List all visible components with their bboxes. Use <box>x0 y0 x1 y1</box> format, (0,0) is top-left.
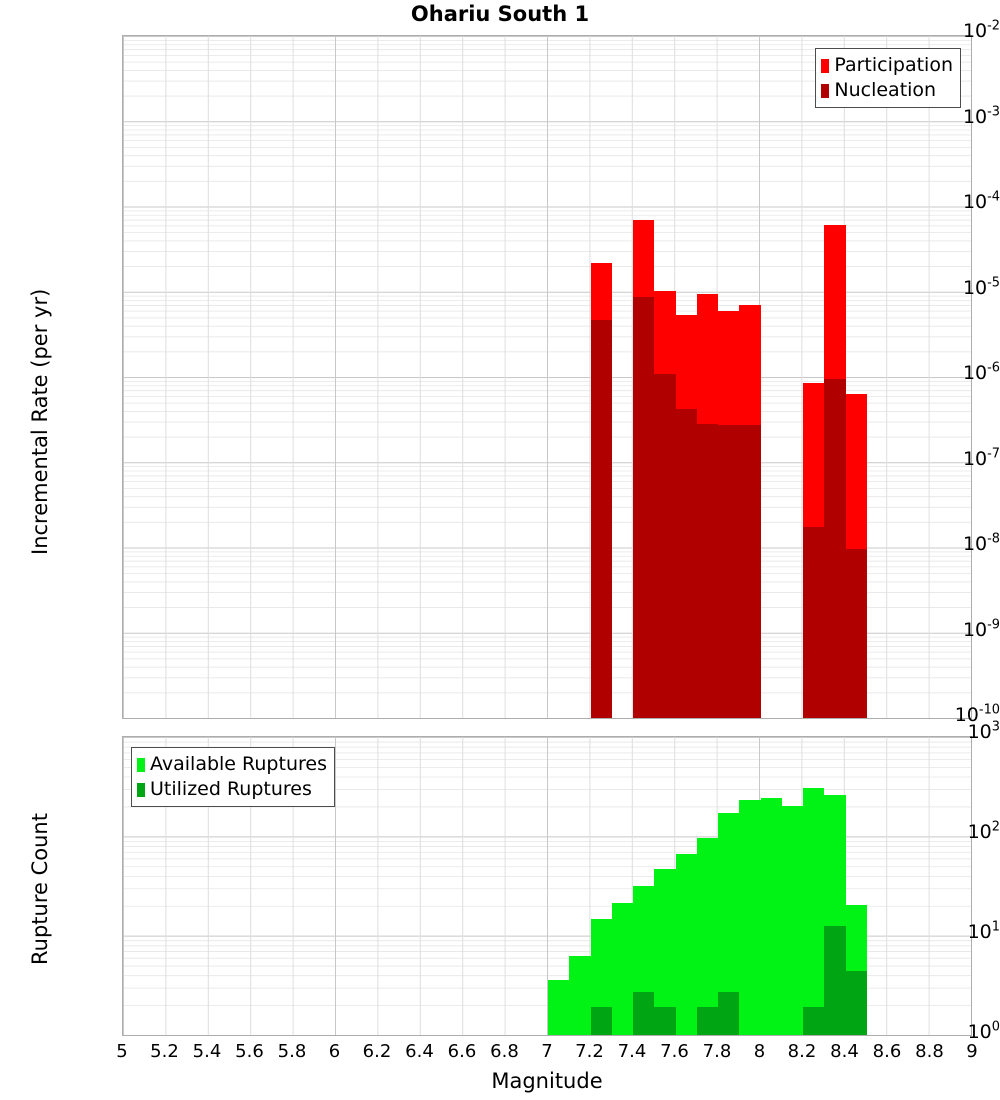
bar-rupture-count-utilized-17 <box>845 970 867 1035</box>
xtick-8: 6.6 <box>447 1041 477 1062</box>
legend-item-nucleation[interactable]: Nucleation <box>821 78 953 103</box>
ytick-bottom-3: 100 <box>967 1019 1000 1043</box>
legend-item-available-ruptures[interactable]: Available Ruptures <box>137 752 327 777</box>
legend-label-participation: Participation <box>834 54 953 76</box>
nucleation-swatch-icon <box>821 83 830 98</box>
xtick-11: 7.2 <box>575 1041 604 1062</box>
xtick-19: 8.8 <box>915 1041 944 1062</box>
bar-incremental-rate-nucleation-7 <box>803 527 825 718</box>
legend-rupture-count: Available Ruptures Utilized Ruptures <box>131 747 335 807</box>
legend-item-participation[interactable]: Participation <box>821 53 953 78</box>
rupture-count-bars <box>123 737 971 1035</box>
participation-swatch-icon <box>821 58 830 73</box>
xtick-18: 8.6 <box>872 1041 902 1062</box>
page-title: Ohariu South 1 <box>410 2 590 26</box>
bar-incremental-rate-nucleation-3 <box>675 409 697 718</box>
bar-rupture-count-available-8 <box>654 868 676 1035</box>
legend-item-utilized-ruptures[interactable]: Utilized Ruptures <box>137 777 327 802</box>
xtick-13: 7.6 <box>660 1041 689 1062</box>
bar-incremental-rate-nucleation-4 <box>696 423 718 718</box>
xtick-1: 5.2 <box>150 1041 179 1062</box>
bar-rupture-count-available-3 <box>548 980 570 1035</box>
ytick-bottom-2: 101 <box>967 919 1000 943</box>
bar-incremental-rate-nucleation-2 <box>654 374 676 718</box>
xtick-17: 8.4 <box>830 1041 859 1062</box>
bar-rupture-count-available-10 <box>696 837 718 1035</box>
y-axis-label-top: Incremental Rate (per yr) <box>28 288 52 555</box>
bar-rupture-count-utilized-15 <box>803 1006 825 1035</box>
incremental-rate-plot-area: Participation Nucleation <box>122 35 972 719</box>
incremental-rate-bars <box>123 36 971 718</box>
ytick-top-8: 10-10 <box>954 702 1000 726</box>
bar-rupture-count-utilized-7 <box>633 992 655 1035</box>
bar-rupture-count-available-14 <box>781 805 803 1035</box>
bar-rupture-count-utilized-11 <box>718 992 740 1035</box>
ytick-top-1: 10-3 <box>962 104 1000 128</box>
xtick-5: 6 <box>328 1041 341 1062</box>
xtick-4: 5.8 <box>277 1041 307 1062</box>
bar-incremental-rate-nucleation-5 <box>718 425 740 718</box>
bar-rupture-count-available-13 <box>760 798 782 1035</box>
legend-label-nucleation: Nucleation <box>834 79 937 101</box>
bar-incremental-rate-nucleation-1 <box>633 297 655 718</box>
bar-rupture-count-available-6 <box>611 902 633 1035</box>
ytick-top-7: 10-9 <box>962 617 1000 641</box>
ytick-top-3: 10-5 <box>962 275 1000 299</box>
xtick-10: 7 <box>541 1041 553 1062</box>
xtick-2: 5.4 <box>192 1041 222 1062</box>
available-ruptures-swatch-icon <box>137 757 145 772</box>
xtick-16: 8.2 <box>787 1041 817 1062</box>
xtick-7: 6.4 <box>405 1041 434 1062</box>
bar-incremental-rate-nucleation-8 <box>824 378 846 718</box>
bar-rupture-count-utilized-8 <box>654 1006 676 1035</box>
legend-label-utilized-ruptures: Utilized Ruptures <box>150 778 312 800</box>
rupture-count-plot-area: Available Ruptures Utilized Ruptures <box>122 736 972 1036</box>
xtick-3: 5.6 <box>235 1041 264 1062</box>
bar-rupture-count-available-15 <box>803 787 825 1035</box>
bar-incremental-rate-nucleation-9 <box>845 549 867 718</box>
utilized-ruptures-swatch-icon <box>137 782 145 797</box>
legend-incremental-rate: Participation Nucleation <box>815 48 961 108</box>
legend-label-available-ruptures: Available Ruptures <box>150 753 327 775</box>
ytick-top-6: 10-8 <box>962 531 1000 555</box>
ytick-top-0: 10-2 <box>962 18 1000 42</box>
bar-rupture-count-utilized-5 <box>590 1006 612 1035</box>
bar-rupture-count-utilized-16 <box>824 925 846 1035</box>
bar-rupture-count-available-12 <box>739 799 761 1035</box>
xtick-12: 7.4 <box>617 1041 647 1062</box>
xtick-14: 7.8 <box>702 1041 732 1062</box>
xtick-0: 5 <box>116 1041 128 1062</box>
xtick-6: 6.2 <box>362 1041 392 1062</box>
bar-rupture-count-available-9 <box>675 854 697 1035</box>
xtick-9: 6.8 <box>490 1041 519 1062</box>
ytick-top-4: 10-6 <box>962 360 1000 384</box>
ytick-top-2: 10-4 <box>962 189 1000 213</box>
ytick-bottom-1: 102 <box>967 819 1000 843</box>
x-axis-label: Magnitude <box>491 1069 603 1093</box>
ytick-top-5: 10-7 <box>962 446 1000 470</box>
xtick-15: 8 <box>753 1041 766 1062</box>
xtick-20: 9 <box>966 1041 978 1062</box>
bar-rupture-count-available-11 <box>718 812 740 1035</box>
bar-rupture-count-utilized-10 <box>696 1006 718 1035</box>
bar-incremental-rate-nucleation-0 <box>590 319 612 718</box>
ytick-bottom-0: 103 <box>967 719 1000 743</box>
bar-incremental-rate-nucleation-6 <box>739 425 761 718</box>
bar-rupture-count-available-4 <box>569 956 591 1035</box>
bar-rupture-count-available-5 <box>590 919 612 1035</box>
y-axis-label-bottom: Rupture Count <box>28 813 52 965</box>
